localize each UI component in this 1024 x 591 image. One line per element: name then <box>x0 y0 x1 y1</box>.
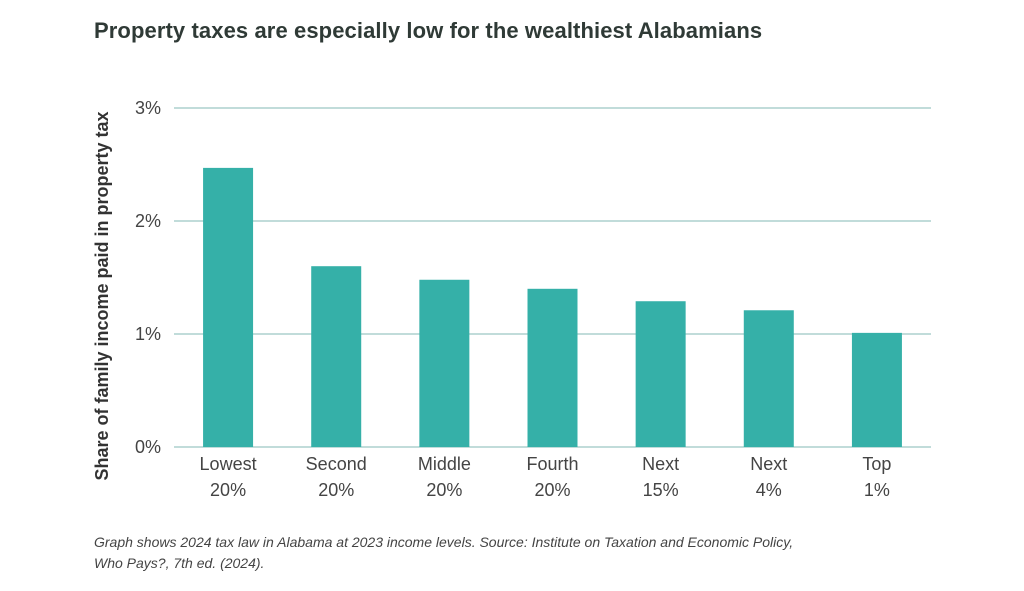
x-tick-label-line: Next <box>750 454 787 474</box>
chart-title: Property taxes are especially low for th… <box>94 18 763 43</box>
x-tick-label: Fourth 20% <box>526 454 578 500</box>
bar <box>311 266 362 447</box>
y-tick-label: 2% <box>135 211 161 231</box>
x-tick-label-line: Second <box>306 454 367 474</box>
x-tick-label-line: Lowest <box>200 454 257 474</box>
footnote-line-1: Graph shows 2024 tax law in Alabama at 2… <box>94 534 794 550</box>
y-tick-label: 3% <box>135 98 161 118</box>
x-tick-label: Lowest 20% <box>200 454 257 500</box>
footnote: Graph shows 2024 tax law in Alabama at 2… <box>94 532 954 574</box>
bar <box>851 332 902 447</box>
bar <box>203 167 254 447</box>
x-tick-label-line: 20% <box>534 480 570 500</box>
x-tick-label: Top 1% <box>862 454 891 500</box>
y-tick-label: 0% <box>135 437 161 457</box>
x-tick-label-line: Middle <box>418 454 471 474</box>
x-tick-label-line: 4% <box>756 480 782 500</box>
x-tick-label: Next 15% <box>642 454 679 500</box>
x-tick-label-line: 1% <box>864 480 890 500</box>
x-tick-label: Second 20% <box>306 454 367 500</box>
bars <box>203 167 902 447</box>
x-tick-label-line: Fourth <box>526 454 578 474</box>
bar <box>635 301 686 447</box>
x-tick-label-line: 20% <box>318 480 354 500</box>
x-tick-label-line: 15% <box>643 480 679 500</box>
x-axis-labels: Lowest 20% Second 20% Middle 20% Fourth 20% Next… <box>200 454 892 500</box>
bar <box>527 288 578 447</box>
bar <box>419 279 470 447</box>
y-axis-label: Share of family income paid in property … <box>92 111 112 480</box>
x-tick-label-line: 20% <box>210 480 246 500</box>
footnote-line-2: Who Pays?, 7th ed. (2024). <box>94 555 265 571</box>
x-tick-label: Middle 20% <box>418 454 471 500</box>
x-tick-label: Next 4% <box>750 454 787 500</box>
x-tick-label-line: Next <box>642 454 679 474</box>
x-tick-label-line: Top <box>862 454 891 474</box>
y-tick-label: 1% <box>135 324 161 344</box>
y-axis-ticks: 0% 1% 2% 3% <box>135 98 161 457</box>
bar <box>743 310 794 447</box>
x-tick-label-line: 20% <box>426 480 462 500</box>
